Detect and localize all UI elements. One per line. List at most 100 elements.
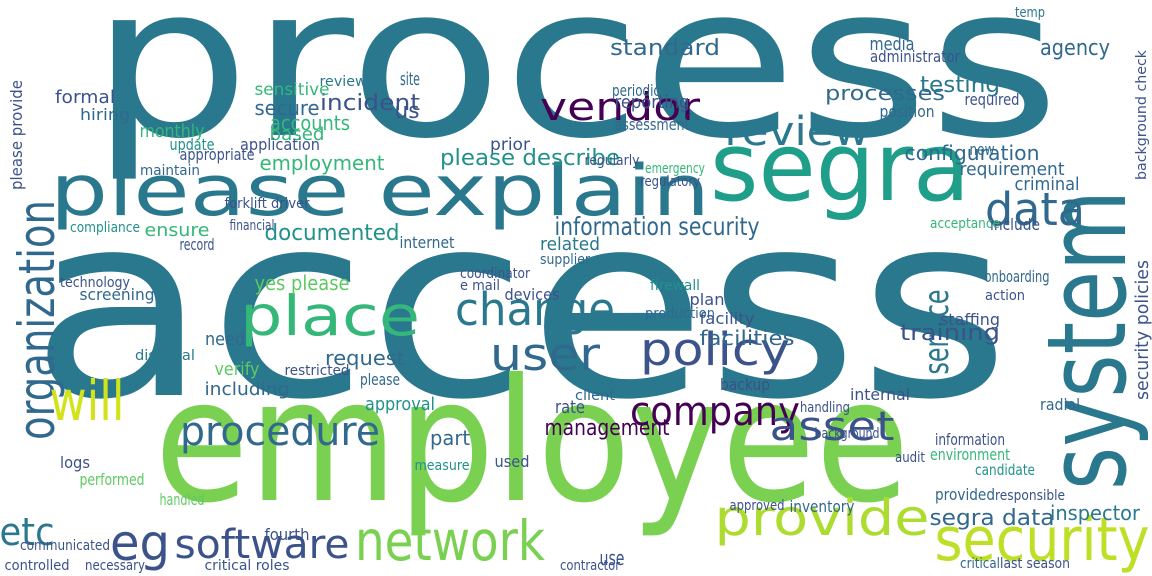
word: documented [265,221,400,246]
word: disposal [135,348,195,364]
word: please explain [50,150,710,232]
word: backup [720,375,770,394]
word: policy [640,323,790,376]
word: management [545,416,670,441]
word: forklift driver [225,196,310,212]
word: etc [0,510,55,554]
word: facilities [700,326,795,350]
word: plan [690,290,725,309]
word: including [205,379,290,400]
word: requirement [960,159,1065,180]
word: technology [60,275,130,291]
word: yes please [255,271,350,295]
word: provide [715,489,930,547]
word: approved [730,498,785,514]
word: record [180,235,215,254]
word: training [900,321,1000,346]
word: based [270,124,325,145]
word: rate [555,397,585,418]
word: application [240,135,320,154]
word: security [935,505,1150,575]
word: provided [935,485,995,504]
word: maintain [140,163,200,179]
word: internal [850,385,910,404]
word: position [880,102,935,121]
word: financial [230,218,275,234]
word: used [495,452,530,471]
word: devices [505,285,560,304]
word: audit [895,450,925,466]
word: production [645,306,715,322]
word: employee [155,343,910,541]
word: update [170,135,215,154]
word: contractor [560,558,620,574]
word: data [985,183,1085,236]
word: firewall [650,278,700,294]
word: information security [555,212,760,241]
word: standard [610,36,720,61]
word: coordinator [460,266,530,282]
word: system [1023,190,1151,490]
word: reviewed [320,74,385,90]
word: segra data [930,506,1055,531]
word: place [240,284,420,348]
word: appropriate [180,145,255,164]
word: periodic [612,81,660,100]
word: access [30,159,1010,456]
word: emergency [645,161,705,177]
word: formal [55,87,115,108]
word: internet [400,233,455,252]
word: incident [320,91,420,116]
word: background check [1134,49,1150,180]
word: network [355,509,545,573]
word: employment [260,151,385,175]
word: background [815,426,880,442]
word: please provide [7,80,26,190]
word: new [970,140,995,159]
word: staffing [940,310,1000,329]
word: regularly [585,153,640,169]
word: inspector [1050,501,1141,525]
word: critical [960,556,1000,572]
word: performed [80,470,145,489]
word: last season [1000,556,1070,572]
word: communicated [20,538,110,554]
word: procedure [180,409,380,455]
word: action [985,288,1025,304]
word: agency [1040,36,1110,61]
word: company [630,389,800,435]
word: request [325,346,405,370]
word: please describe [440,146,620,171]
word: eg [110,514,170,572]
word: media [870,34,915,55]
word: inventory [790,497,855,516]
word: need [205,329,245,350]
word: administrator [870,47,960,66]
word: change [455,283,615,336]
word: ensure [145,220,210,241]
word: handling [800,400,850,416]
word: required [965,90,1020,109]
word: hiring [80,105,130,124]
word: asset [770,404,895,450]
word: please [360,370,400,389]
word: temp [1015,5,1045,21]
word: security policies [1132,260,1152,400]
word: part [430,426,470,450]
word: responsible [995,488,1065,504]
word: e mail [460,278,500,294]
word: critical roles [205,558,290,574]
word: configuration [905,141,1040,165]
word: sensitive [255,80,330,100]
word: segra [710,113,970,223]
word: acceptance [930,216,1000,232]
word: secure [255,96,320,120]
word: information [935,430,1005,449]
word: screening [80,285,155,304]
word: related [540,234,600,255]
word: facility [700,309,755,328]
word: compliance [70,220,140,236]
word: approval [365,394,435,415]
word: criminal [1015,174,1080,195]
